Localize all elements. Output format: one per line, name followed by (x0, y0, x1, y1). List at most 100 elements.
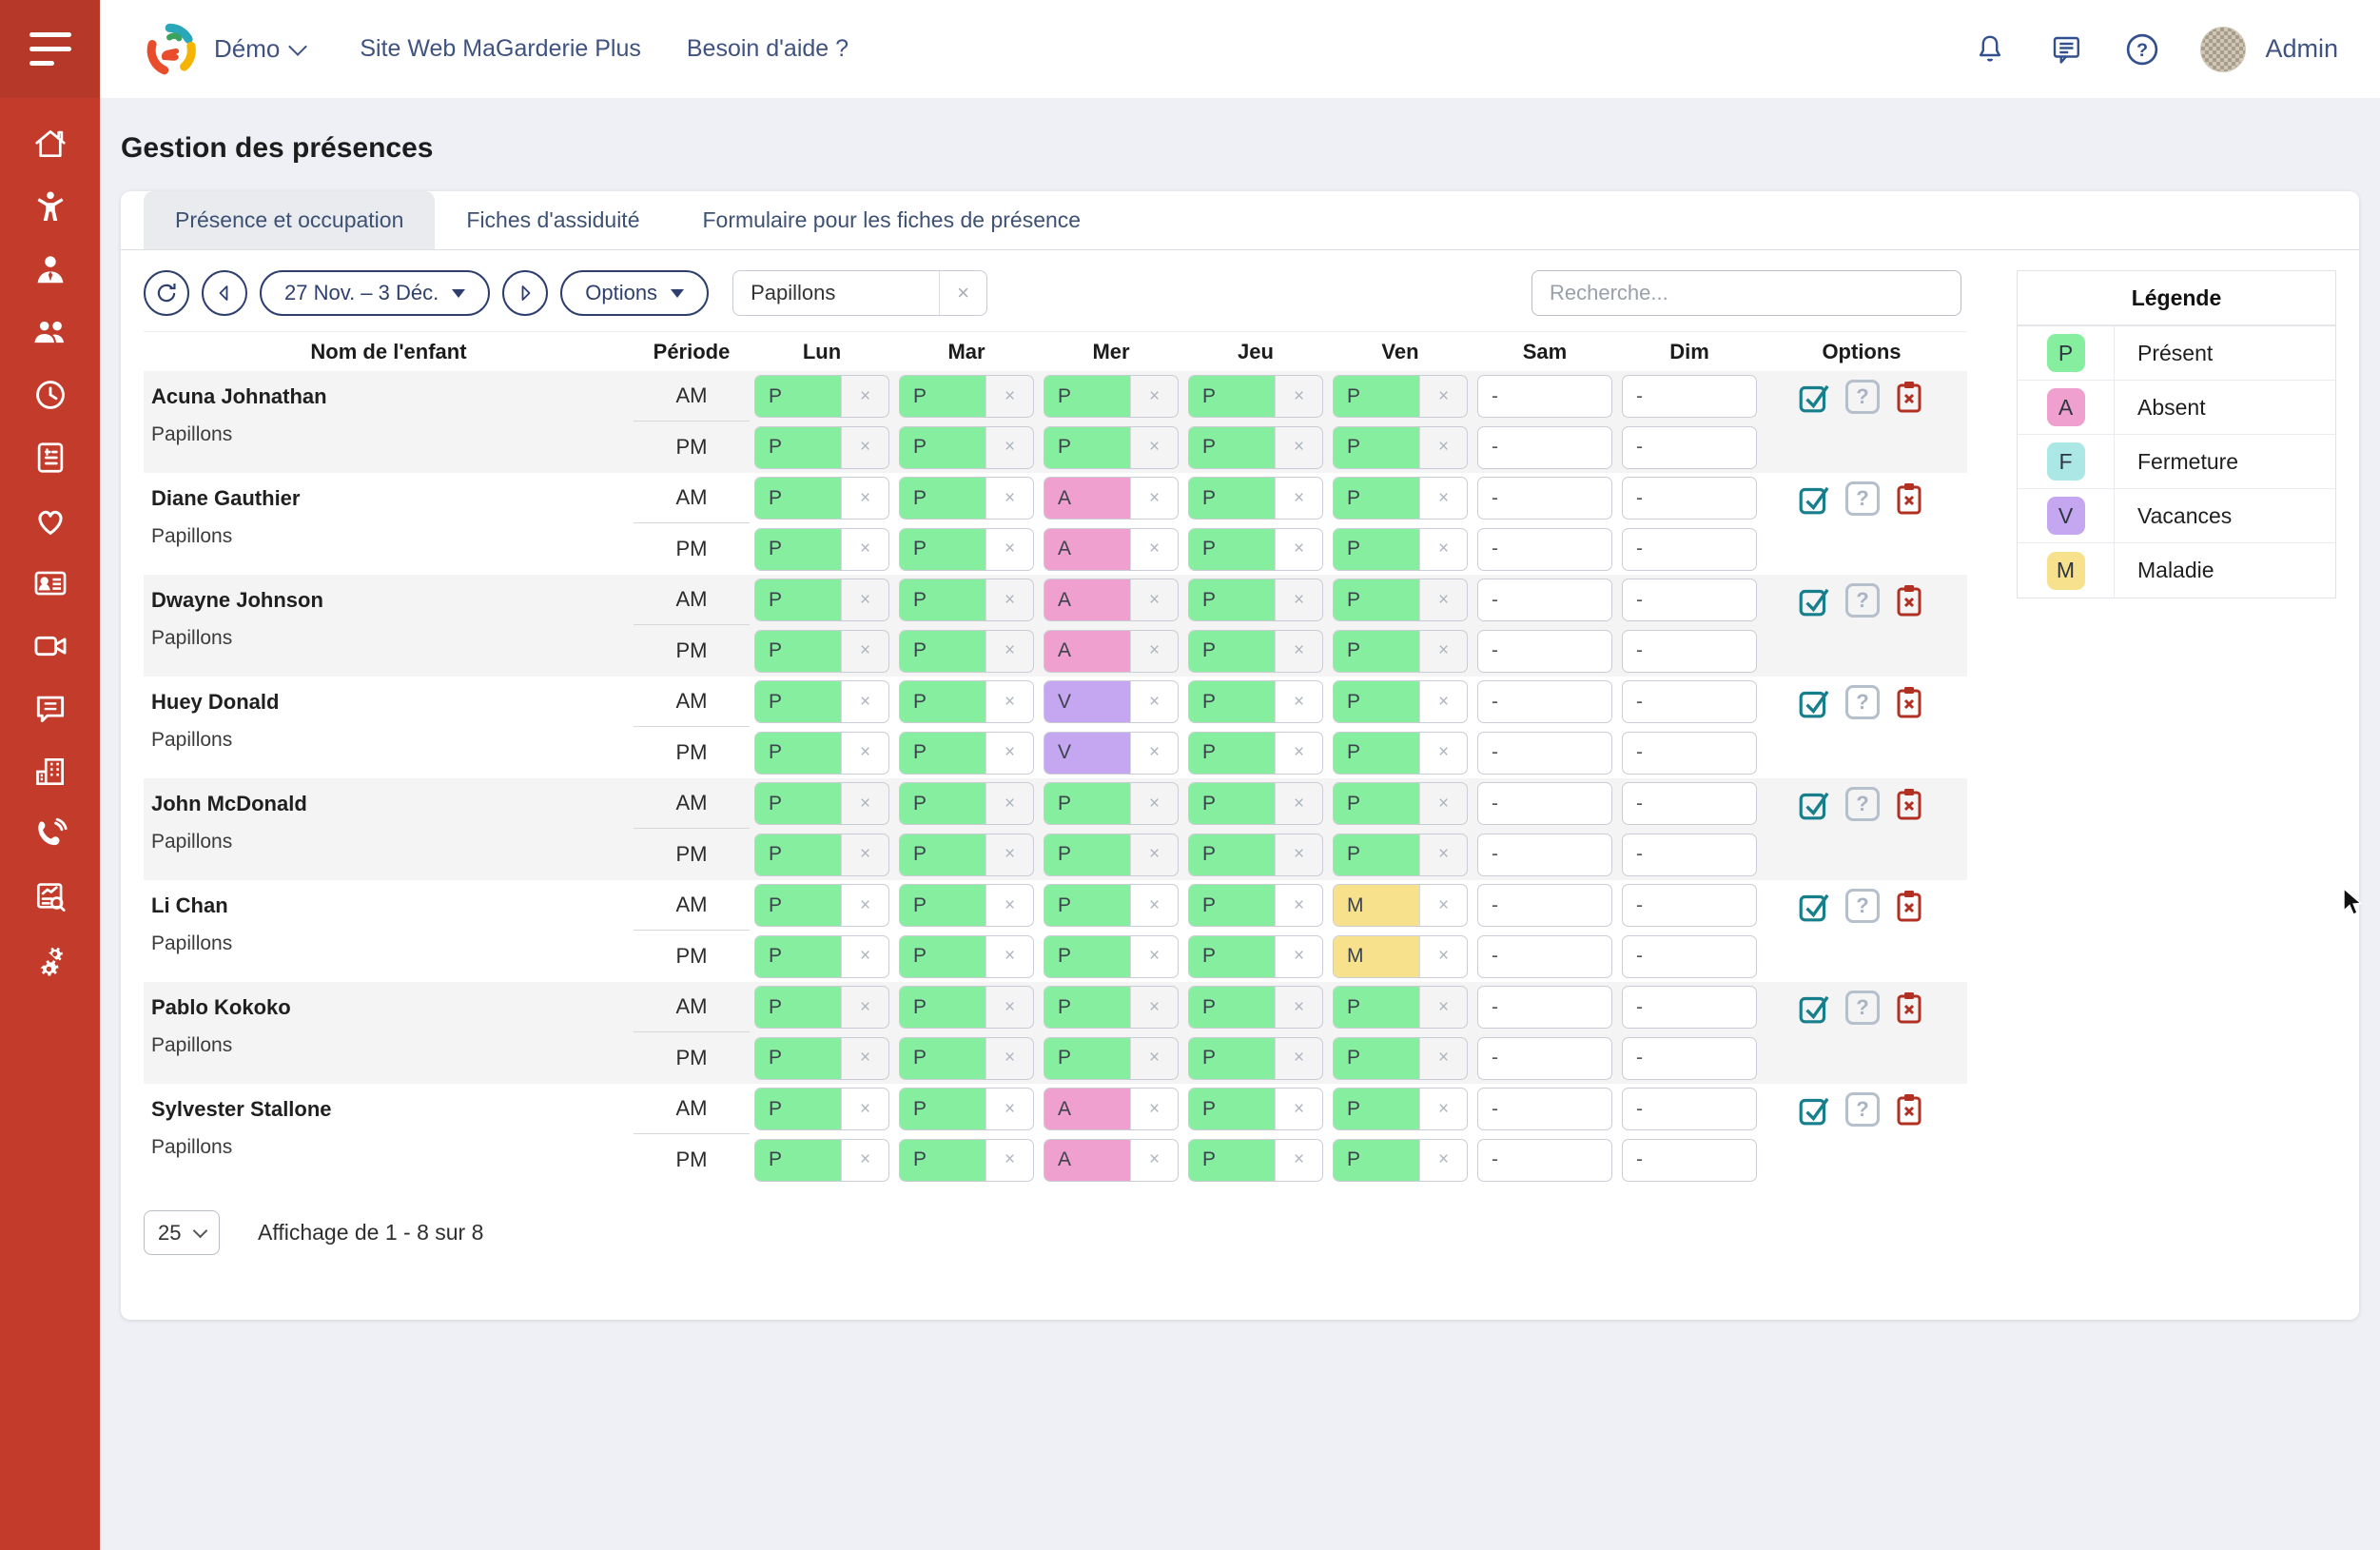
attendance-cell[interactable]: P× (1044, 986, 1179, 1029)
clear-attendance-icon[interactable]: × (841, 783, 888, 824)
clear-attendance-icon[interactable]: × (985, 427, 1033, 468)
attendance-cell[interactable]: P× (1044, 782, 1179, 825)
attendance-cell-empty[interactable]: - (1622, 986, 1757, 1029)
attendance-cell[interactable]: A× (1044, 528, 1179, 571)
clear-attendance-icon[interactable]: × (841, 376, 888, 417)
attendance-cell[interactable]: P× (1188, 680, 1323, 723)
attendance-cell-empty[interactable]: - (1477, 1037, 1612, 1080)
attendance-cell-empty[interactable]: - (1477, 680, 1612, 723)
sidebar-item-health[interactable] (31, 501, 69, 540)
unknown-attendance-button[interactable]: ? (1845, 787, 1880, 821)
attendance-cell[interactable]: P× (754, 1088, 889, 1130)
clear-attendance-icon[interactable]: × (985, 529, 1033, 570)
attendance-cell[interactable]: P× (1188, 426, 1323, 469)
clear-attendance-icon[interactable]: × (1419, 376, 1467, 417)
confirm-attendance-button[interactable] (1797, 888, 1833, 924)
delete-attendance-button[interactable] (1892, 685, 1926, 719)
unknown-attendance-button[interactable]: ? (1845, 991, 1880, 1025)
attendance-cell[interactable]: P× (1333, 834, 1468, 876)
clear-attendance-icon[interactable]: × (1130, 936, 1178, 977)
clear-attendance-icon[interactable]: × (985, 1089, 1033, 1129)
clear-attendance-icon[interactable]: × (841, 987, 888, 1028)
clear-attendance-icon[interactable]: × (841, 529, 888, 570)
unknown-attendance-button[interactable]: ? (1845, 380, 1880, 414)
attendance-cell[interactable]: P× (1188, 375, 1323, 418)
clear-attendance-icon[interactable]: × (1419, 834, 1467, 875)
clear-attendance-icon[interactable]: × (985, 834, 1033, 875)
clear-attendance-icon[interactable]: × (1275, 681, 1322, 722)
attendance-cell[interactable]: P× (899, 1037, 1034, 1080)
clear-attendance-icon[interactable]: × (841, 1038, 888, 1079)
clear-attendance-icon[interactable]: × (1275, 936, 1322, 977)
attendance-cell[interactable]: P× (1044, 426, 1179, 469)
clear-attendance-icon[interactable]: × (841, 478, 888, 519)
clear-attendance-icon[interactable]: × (1275, 478, 1322, 519)
attendance-cell-empty[interactable]: - (1477, 426, 1612, 469)
clear-attendance-icon[interactable]: × (1419, 733, 1467, 774)
clear-attendance-icon[interactable]: × (1419, 427, 1467, 468)
clear-filter-icon[interactable]: × (939, 271, 986, 315)
refresh-button[interactable] (144, 270, 189, 316)
attendance-cell-empty[interactable]: - (1622, 1088, 1757, 1130)
clear-attendance-icon[interactable]: × (1275, 733, 1322, 774)
attendance-cell[interactable]: P× (899, 1088, 1034, 1130)
attendance-cell-empty[interactable]: - (1477, 782, 1612, 825)
attendance-cell[interactable]: P× (754, 630, 889, 673)
clear-attendance-icon[interactable]: × (985, 681, 1033, 722)
unknown-attendance-button[interactable]: ? (1845, 1092, 1880, 1127)
sidebar-item-id-cards[interactable] (31, 564, 69, 602)
attendance-cell[interactable]: A× (1044, 579, 1179, 621)
attendance-cell[interactable]: P× (754, 477, 889, 520)
attendance-cell[interactable]: P× (1188, 1037, 1323, 1080)
attendance-cell[interactable]: P× (899, 884, 1034, 927)
site-web-link[interactable]: Site Web MaGarderie Plus (360, 35, 641, 63)
attendance-cell[interactable]: P× (754, 579, 889, 621)
attendance-cell[interactable]: P× (899, 986, 1034, 1029)
help-button[interactable]: ? (2124, 31, 2160, 68)
attendance-cell-empty[interactable]: - (1477, 375, 1612, 418)
attendance-cell[interactable]: A× (1044, 1088, 1179, 1130)
sidebar-item-schedule[interactable] (31, 376, 69, 414)
clear-attendance-icon[interactable]: × (985, 987, 1033, 1028)
clear-attendance-icon[interactable]: × (985, 376, 1033, 417)
sidebar-item-families[interactable] (31, 313, 69, 351)
confirm-attendance-button[interactable] (1797, 786, 1833, 822)
previous-week-button[interactable] (202, 270, 247, 316)
attendance-cell[interactable]: P× (1188, 986, 1323, 1029)
attendance-cell[interactable]: P× (754, 986, 889, 1029)
attendance-cell-empty[interactable]: - (1622, 1037, 1757, 1080)
attendance-cell-empty[interactable]: - (1477, 986, 1612, 1029)
attendance-cell-empty[interactable]: - (1622, 579, 1757, 621)
clear-attendance-icon[interactable]: × (1130, 681, 1178, 722)
unknown-attendance-button[interactable]: ? (1845, 685, 1880, 719)
confirm-attendance-button[interactable] (1797, 1091, 1833, 1128)
attendance-cell[interactable]: P× (899, 630, 1034, 673)
attendance-cell[interactable]: M× (1333, 935, 1468, 978)
attendance-cell[interactable]: P× (754, 680, 889, 723)
attendance-cell[interactable]: P× (754, 782, 889, 825)
clear-attendance-icon[interactable]: × (1130, 1089, 1178, 1129)
sidebar-item-phone[interactable] (31, 815, 69, 853)
attendance-cell[interactable]: P× (754, 884, 889, 927)
clear-attendance-icon[interactable]: × (1275, 529, 1322, 570)
attendance-cell[interactable]: A× (1044, 630, 1179, 673)
attendance-cell-empty[interactable]: - (1622, 630, 1757, 673)
clear-attendance-icon[interactable]: × (1419, 885, 1467, 926)
clear-attendance-icon[interactable]: × (1275, 376, 1322, 417)
clear-attendance-icon[interactable]: × (1130, 1038, 1178, 1079)
attendance-cell[interactable]: P× (899, 935, 1034, 978)
clear-attendance-icon[interactable]: × (1130, 733, 1178, 774)
clear-attendance-icon[interactable]: × (841, 1089, 888, 1129)
attendance-cell[interactable]: P× (1188, 1139, 1323, 1182)
attendance-cell[interactable]: P× (1188, 834, 1323, 876)
confirm-attendance-button[interactable] (1797, 684, 1833, 720)
delete-attendance-button[interactable] (1892, 889, 1926, 923)
clear-attendance-icon[interactable]: × (985, 631, 1033, 672)
attendance-cell[interactable]: V× (1044, 732, 1179, 775)
clear-attendance-icon[interactable]: × (1275, 1038, 1322, 1079)
attendance-cell[interactable]: A× (1044, 477, 1179, 520)
attendance-cell[interactable]: P× (899, 834, 1034, 876)
attendance-cell[interactable]: P× (899, 477, 1034, 520)
attendance-cell[interactable]: M× (1333, 884, 1468, 927)
clear-attendance-icon[interactable]: × (1419, 681, 1467, 722)
